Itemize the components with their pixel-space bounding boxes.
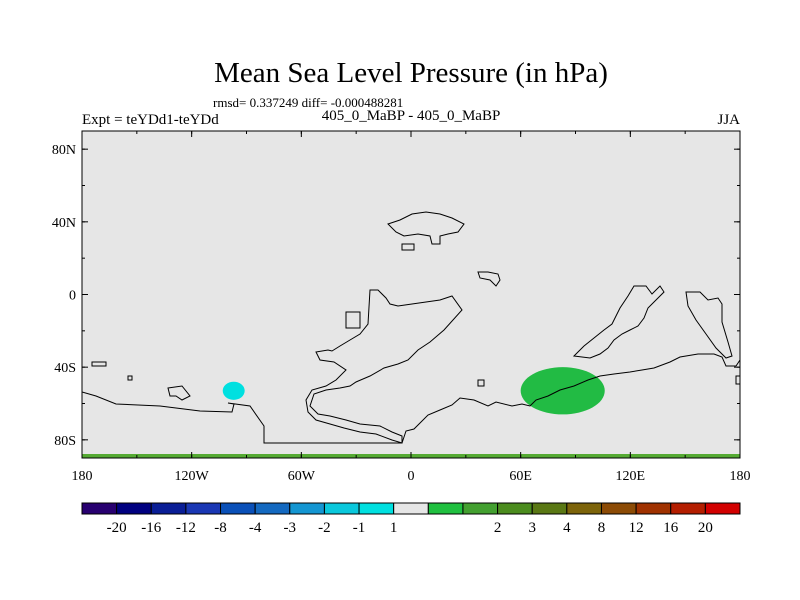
colorbar-swatch [462, 502, 499, 515]
colorbar-swatch [497, 502, 533, 515]
colorbar-label: 4 [563, 520, 571, 536]
colorbar: -20 -16 -12 -8 -4 -3 -2 -1 1 2 3 4 8 12 16 20 [81, 502, 741, 536]
period-comparison-label: 405_0_MaBP - 405_0_MaBP [322, 108, 501, 124]
colorbar-label: 20 [698, 520, 713, 536]
y-axis: 80N 40N 0 40S 80S [52, 143, 740, 449]
colorbar-swatch [566, 502, 602, 515]
colorbar-label: -16 [141, 520, 161, 536]
colorbar-swatch [150, 502, 187, 515]
colorbar-swatch [670, 502, 706, 515]
island-falklands [345, 311, 361, 329]
colorbar-label: 16 [663, 520, 679, 536]
coastline-antarctica [82, 353, 740, 444]
colorbar-label: -8 [214, 520, 227, 536]
island-mid-ocean [477, 271, 501, 287]
colorbar-swatch [393, 502, 429, 515]
y-tick-label: 40N [52, 216, 76, 231]
colorbar-swatch [254, 502, 291, 515]
colorbar-swatch [427, 502, 464, 515]
coastline-pacific-islands [685, 291, 733, 359]
colorbar-swatch [323, 502, 360, 515]
colorbar-label: 1 [390, 520, 398, 536]
colorbar-label: 12 [629, 520, 644, 536]
colorbar-label: -2 [318, 520, 331, 536]
coastlines [82, 211, 740, 444]
island-south-atlantic [477, 379, 485, 387]
y-tick-label: 40S [54, 361, 76, 376]
y-tick-label: 0 [69, 289, 76, 304]
colorbar-swatch [635, 502, 672, 515]
colorbar-swatch [81, 502, 118, 515]
y-tick-label: 80S [54, 434, 76, 449]
colorbar-label: -1 [353, 520, 366, 536]
y-tick-label: 80N [52, 143, 76, 158]
colorbar-label: 3 [528, 520, 536, 536]
colorbar-swatch [704, 502, 741, 515]
negative-anomaly-region [222, 381, 245, 400]
x-tick-label: 60W [288, 469, 316, 484]
colorbar-swatch [185, 502, 222, 515]
colorbar-label: 2 [494, 520, 502, 536]
island-iceland [401, 243, 415, 251]
colorbar-label: -20 [107, 520, 127, 536]
colorbar-label: -3 [284, 520, 297, 536]
colorbar-swatch [220, 502, 256, 515]
x-tick-label: 120E [616, 469, 646, 484]
x-tick-label: 180 [72, 469, 93, 484]
chart-subtitle: rmsd= 0.337249 diff= -0.000488281 [213, 95, 403, 110]
colorbar-label: -4 [249, 520, 262, 536]
coastline-south-america [305, 289, 463, 444]
colorbar-swatch [600, 502, 637, 515]
colorbar-label: -12 [176, 520, 196, 536]
colorbar-label: 8 [598, 520, 606, 536]
x-axis: 180 120W 60W 0 60E 120E 180 [72, 131, 751, 484]
island-dot [127, 375, 133, 381]
chart-title: Mean Sea Level Pressure (in hPa) [214, 57, 608, 89]
season-label: JJA [717, 112, 740, 128]
island-west-small [91, 361, 107, 367]
plot-background [82, 131, 740, 458]
x-tick-label: 120W [175, 469, 210, 484]
island-west-pacific [167, 385, 191, 401]
experiment-label: Expt = teYDd1-teYDd [82, 112, 219, 128]
x-tick-label: 180 [730, 469, 751, 484]
colorbar-swatch [358, 502, 395, 515]
coastline-australia [572, 285, 665, 359]
colorbar-swatch [289, 502, 325, 515]
island-far-east [735, 375, 740, 385]
colorbar-swatch [116, 502, 152, 515]
x-tick-label: 60E [509, 469, 532, 484]
x-tick-label: 0 [408, 469, 415, 484]
coastline-north-atlantic [387, 211, 465, 245]
colorbar-swatch [531, 502, 568, 515]
positive-anomaly-region [520, 367, 605, 415]
